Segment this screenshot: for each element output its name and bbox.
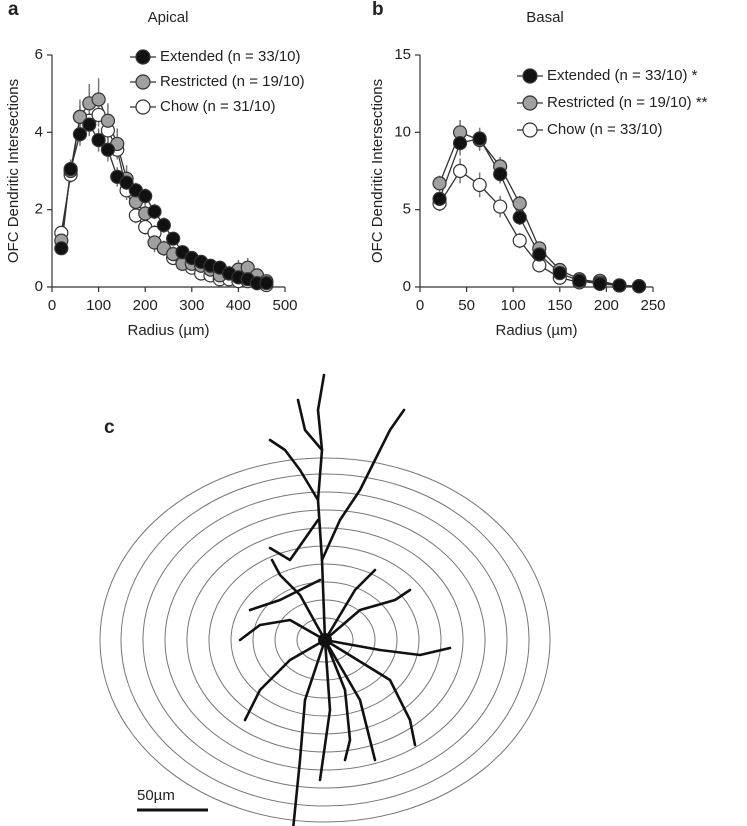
- chart-title: Basal: [526, 9, 564, 26]
- data-point: [138, 189, 153, 204]
- x-tick-label: 500: [272, 297, 297, 314]
- legend-label: Restricted (n = 19/10): [160, 73, 305, 90]
- panel-label: b: [372, 0, 384, 20]
- data-point: [119, 175, 134, 190]
- scale-bar-label: 50µm: [137, 787, 175, 804]
- x-tick-label: 150: [547, 297, 572, 314]
- y-tick-label: 2: [35, 201, 43, 218]
- y-axis-label: OFC Dendritic Intersections: [369, 79, 386, 263]
- data-point: [512, 210, 527, 225]
- data-point: [572, 273, 587, 288]
- data-point: [512, 233, 527, 248]
- data-point: [493, 199, 508, 214]
- y-tick-label: 10: [394, 123, 411, 140]
- data-point: [147, 204, 162, 219]
- x-tick-label: 200: [133, 297, 158, 314]
- data-point: [452, 163, 468, 179]
- data-point: [63, 161, 78, 177]
- x-tick-label: 50: [458, 297, 475, 314]
- x-axis-label: Radius (µm): [128, 322, 210, 339]
- legend-label: Chow (n = 33/10): [547, 121, 662, 138]
- data-point: [472, 177, 487, 193]
- data-point: [91, 132, 106, 148]
- chart-title: Apical: [148, 9, 189, 26]
- legend-marker: [522, 68, 538, 84]
- data-point: [100, 142, 116, 157]
- legend-marker: [522, 122, 538, 138]
- x-tick-label: 400: [226, 297, 251, 314]
- data-point: [552, 265, 567, 281]
- data-point: [472, 131, 487, 146]
- y-tick-label: 4: [35, 123, 43, 140]
- legend-marker: [135, 49, 151, 65]
- x-axis-label: Radius (µm): [496, 322, 578, 339]
- data-point: [512, 196, 527, 211]
- x-tick-label: 200: [594, 297, 619, 314]
- data-point: [100, 113, 116, 128]
- series-line: [60, 123, 267, 284]
- legend-label: Extended (n = 33/10): [160, 48, 301, 65]
- x-tick-label: 250: [640, 297, 665, 314]
- x-tick-label: 0: [416, 297, 424, 314]
- data-point: [259, 276, 274, 291]
- soma: [318, 633, 332, 647]
- data-point: [612, 278, 627, 293]
- y-axis-label: OFC Dendritic Intersections: [5, 79, 22, 263]
- x-tick-label: 100: [86, 297, 111, 314]
- data-point: [72, 127, 88, 142]
- legend-marker: [522, 95, 538, 111]
- data-point: [166, 231, 181, 246]
- y-tick-label: 6: [35, 46, 43, 63]
- panel-label: a: [8, 0, 19, 20]
- ring-grid: [99, 457, 551, 823]
- legend-label: Chow (n = 31/10): [160, 98, 275, 115]
- neuron-tracing: [238, 373, 452, 826]
- data-point: [631, 279, 647, 294]
- data-point: [532, 247, 547, 262]
- y-tick-label: 0: [403, 278, 411, 295]
- data-point: [493, 166, 508, 182]
- panel-label: c: [104, 417, 115, 438]
- data-point: [432, 176, 447, 191]
- x-tick-label: 300: [179, 297, 204, 314]
- data-point: [156, 218, 171, 233]
- data-point: [72, 109, 88, 124]
- x-tick-label: 0: [48, 297, 56, 314]
- data-point: [432, 191, 447, 206]
- data-point: [592, 276, 607, 292]
- data-point: [91, 92, 106, 107]
- legend-marker: [135, 74, 151, 90]
- y-tick-label: 0: [35, 278, 43, 295]
- data-point: [452, 136, 468, 151]
- y-tick-label: 5: [403, 201, 411, 218]
- data-point: [54, 241, 69, 256]
- legend-marker: [135, 99, 151, 115]
- y-tick-label: 15: [394, 46, 411, 63]
- x-tick-label: 100: [501, 297, 526, 314]
- legend-label: Extended (n = 33/10) *: [547, 67, 698, 84]
- data-point: [82, 117, 97, 132]
- legend-label: Restricted (n = 19/10) **: [547, 94, 708, 111]
